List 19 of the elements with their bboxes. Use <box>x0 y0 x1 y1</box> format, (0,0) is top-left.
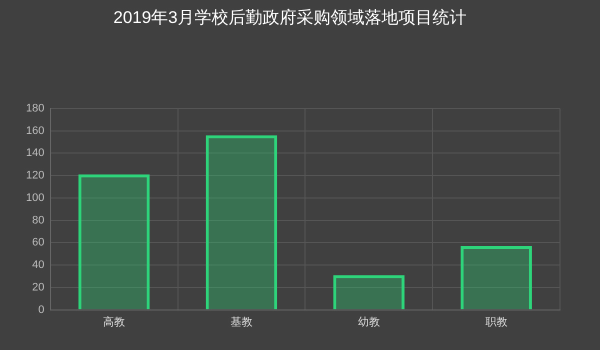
y-tick-label: 160 <box>26 124 44 137</box>
bar <box>460 246 532 310</box>
x-tick-label: 基教 <box>230 315 252 328</box>
y-tick-label: 0 <box>38 304 44 316</box>
y-tick-label: 120 <box>26 170 44 182</box>
y-tick-label: 20 <box>32 281 44 294</box>
y-tick-label: 180 <box>26 102 44 114</box>
y-tick-label: 140 <box>26 147 44 160</box>
bar <box>333 275 405 310</box>
x-tick-label: 高教 <box>103 315 126 328</box>
y-tick-label: 80 <box>32 214 44 226</box>
y-tick-label: 100 <box>26 192 44 204</box>
y-tick-label: 40 <box>32 259 44 272</box>
x-tick-label: 幼教 <box>358 315 380 328</box>
chart-title: 2019年3月学校后勤政府采购领域落地项目统计 <box>113 8 467 27</box>
bar <box>78 174 150 310</box>
bar <box>206 135 278 310</box>
y-tick-label: 60 <box>32 236 44 249</box>
x-tick-label: 职教 <box>485 316 508 328</box>
